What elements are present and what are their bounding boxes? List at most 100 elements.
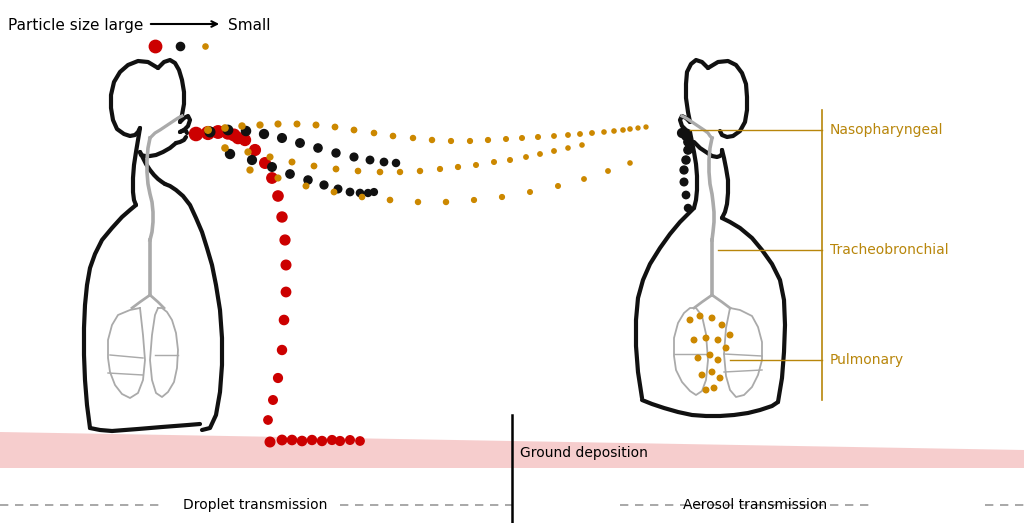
Point (372, 168, 388, 176)
Point (315, 181, 332, 189)
Point (238, 127, 254, 135)
Point (432, 165, 449, 173)
Point (289, 120, 305, 128)
Point (676, 166, 692, 174)
Point (468, 161, 484, 169)
Point (273, 213, 290, 221)
Point (262, 153, 279, 161)
Point (438, 198, 455, 206)
Point (560, 144, 577, 152)
Point (220, 126, 237, 134)
Text: Droplet transmission: Droplet transmission (183, 498, 328, 512)
Point (701, 351, 718, 359)
Point (502, 156, 518, 164)
Point (376, 158, 392, 166)
Point (197, 42, 213, 50)
Text: Aerosol transmission: Aerosol transmission (683, 498, 827, 512)
Point (498, 135, 514, 143)
Point (324, 436, 340, 444)
Point (200, 129, 216, 137)
Text: Pulmonary: Pulmonary (830, 353, 904, 367)
Point (242, 166, 258, 174)
Point (678, 132, 694, 140)
Point (678, 156, 694, 164)
Point (385, 132, 401, 140)
Point (352, 189, 369, 197)
Point (342, 188, 358, 196)
Point (273, 436, 290, 444)
Point (584, 129, 600, 137)
Point (710, 356, 726, 364)
Point (366, 188, 382, 196)
Point (278, 261, 294, 269)
Point (273, 346, 290, 354)
Point (284, 436, 300, 444)
Point (240, 148, 256, 156)
Point (326, 188, 342, 196)
Point (327, 123, 343, 131)
Point (494, 193, 510, 201)
Point (529, 133, 546, 141)
Point (392, 168, 409, 176)
Point (546, 132, 562, 140)
Point (350, 167, 367, 175)
Point (273, 134, 290, 142)
Point (172, 42, 188, 50)
Point (712, 374, 728, 382)
Point (714, 321, 730, 329)
Point (410, 198, 426, 206)
Point (450, 163, 466, 171)
Point (346, 126, 362, 134)
Point (217, 124, 233, 132)
Point (260, 416, 276, 424)
Point (412, 167, 428, 175)
Point (276, 236, 293, 244)
Point (284, 158, 300, 166)
Point (298, 182, 314, 190)
Point (674, 129, 690, 137)
Point (686, 336, 702, 344)
Point (220, 129, 237, 137)
Polygon shape (0, 432, 1024, 468)
Point (202, 128, 218, 136)
Point (233, 122, 250, 130)
Point (229, 134, 246, 142)
Point (300, 176, 316, 184)
Point (265, 396, 282, 404)
Point (247, 146, 263, 154)
Point (606, 127, 623, 135)
Point (275, 316, 292, 324)
Point (600, 167, 616, 175)
Point (278, 288, 294, 296)
Point (262, 438, 279, 446)
Point (244, 156, 260, 164)
Point (404, 134, 421, 142)
Point (703, 314, 720, 322)
Point (622, 125, 638, 133)
Point (466, 196, 482, 204)
Point (346, 153, 362, 161)
Point (694, 371, 711, 379)
Point (638, 123, 654, 131)
Point (573, 141, 590, 149)
Point (269, 174, 286, 182)
Point (226, 131, 243, 139)
Point (252, 121, 268, 129)
Point (480, 136, 497, 144)
Point (257, 159, 273, 167)
Point (722, 331, 738, 339)
Point (264, 174, 281, 182)
Point (614, 126, 631, 134)
Point (146, 42, 163, 50)
Point (332, 437, 348, 445)
Point (330, 185, 346, 193)
Point (388, 159, 404, 167)
Point (282, 170, 298, 178)
Point (485, 158, 502, 166)
Point (718, 344, 734, 352)
Point (622, 159, 638, 167)
Text: Ground deposition: Ground deposition (520, 446, 648, 460)
Point (308, 121, 325, 129)
Point (352, 437, 369, 445)
Point (596, 128, 612, 136)
